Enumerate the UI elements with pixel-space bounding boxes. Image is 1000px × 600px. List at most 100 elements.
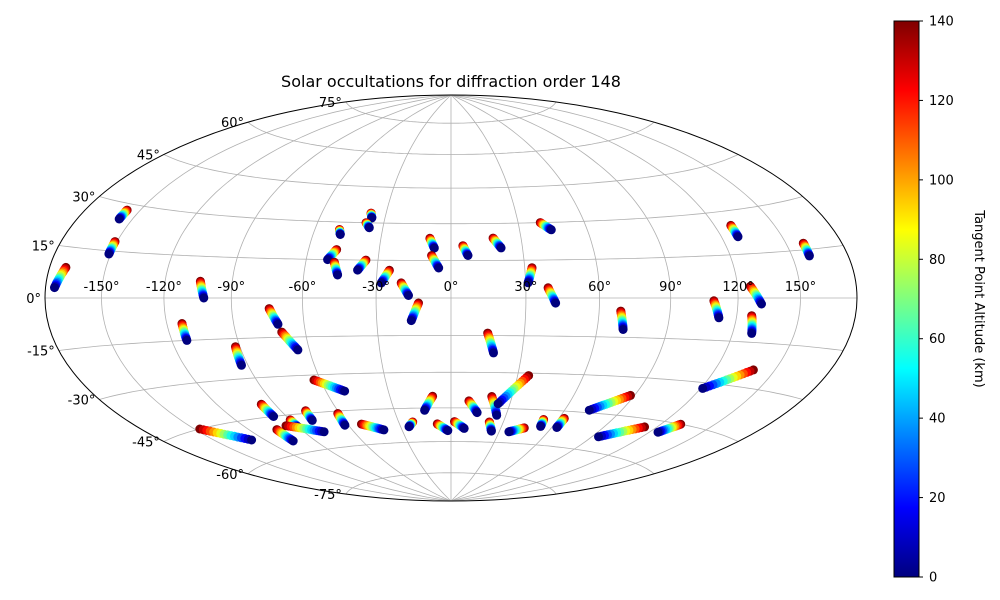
map-boundary [44,94,858,502]
track-point [523,278,533,288]
track-point [353,265,363,275]
track-point [493,399,503,409]
occultation-track [432,419,453,436]
track-point [333,270,343,280]
longitude-tick-labels: -150° -120° -90° -60° -30° 0° 30° 60° 90° 120° 150… [83,280,816,295]
occultation-track [488,233,506,253]
track-point [492,410,502,420]
parallel-line [58,335,844,351]
occultation-track [231,342,246,370]
occultation-track [450,417,469,433]
longitude-tick-label: 30° [514,280,537,295]
occultation-track [504,423,529,437]
track-point [434,263,444,273]
track-point [653,427,663,437]
occultation-track [420,391,438,415]
colorbar-tick-label: 140 [929,15,954,30]
chart-title: Solar occultations for diffraction order… [281,72,621,91]
track-point [340,386,350,396]
track-point [698,383,708,393]
occultation-track [177,319,192,345]
longitude-tick-label: -90° [217,280,245,295]
track-point [489,348,498,358]
occultation-track [256,399,279,421]
track-point [364,223,374,233]
colorbar-tick-label: 100 [929,173,954,188]
parallel-line [345,101,557,124]
parallel-line [163,407,739,442]
track-point [406,316,416,326]
track-point [420,405,430,415]
track-point [804,251,814,261]
track-point [536,421,546,431]
occultation-track [404,417,418,432]
occultation-track [698,365,758,393]
longitude-tick-label: 90° [659,280,682,295]
latitude-tick-label: 75° [319,96,342,111]
occultation-track [425,233,439,253]
colorbar-label: Tangent Point Altitude (km) [971,209,986,387]
track-point [288,436,298,446]
track-point [486,426,496,436]
latitude-tick-label: 0° [26,292,41,307]
colorbar-ticks: 0 20 40 60 80 100 120 140 [919,15,954,586]
occultation-track [464,396,482,418]
track-point [504,427,514,437]
latitude-tick-label: 30° [72,191,95,206]
occultation-track [484,417,496,436]
colorbar-tick-label: 120 [929,94,954,109]
track-point [273,319,283,329]
latitude-tick-labels: -75° -60° -45° -30° -15° 0° 15° 30° 45° 60° 75° [26,96,342,503]
occultation-track [535,218,556,235]
track-point [114,214,124,224]
colorbar-tick-label: 80 [929,253,946,268]
colorbar-gradient-bar [893,20,920,578]
track-point [319,427,329,437]
occultation-track [798,238,814,261]
occultation-track [195,276,209,303]
parallel-line [247,121,655,155]
occultation-track [281,421,329,437]
parallel-line [247,441,655,475]
track-point [379,425,389,435]
track-point [429,243,439,253]
occultation-track [406,298,423,326]
occultation-track [361,218,374,233]
track-point [199,293,209,303]
track-point [472,408,482,418]
occultation-track [594,422,650,442]
occultation-track [396,278,413,300]
graticule [45,94,857,502]
occultation-track [333,409,350,430]
occultation-track [616,306,628,334]
track-point [546,225,556,235]
occultation-track [104,237,120,259]
parallel-line [58,245,844,261]
track-point [459,423,469,433]
occultation-track [745,281,766,309]
track-point [104,249,114,259]
parallel-line [163,154,739,189]
track-point [594,432,603,442]
colorbar-tick-label: 40 [929,412,946,427]
track-point [496,243,506,253]
track-point [293,345,303,355]
longitude-tick-label: 0° [444,280,459,295]
track-point [404,422,414,432]
track-point [584,405,594,415]
latitude-tick-label: -30° [68,394,96,409]
occultation-track [323,245,342,265]
track-point [335,230,345,239]
occultation-track [195,424,257,445]
longitude-tick-label: -150° [83,280,119,295]
occultation-track [376,265,394,288]
track-point [443,426,453,436]
latitude-tick-label: -75° [314,488,342,503]
latitude-tick-label: -15° [27,345,55,360]
parallel-line [345,472,557,495]
latitude-tick-label: -60° [216,468,244,483]
longitude-tick-label: -120° [146,280,182,295]
occultation-track [353,255,371,275]
occultation-track [653,419,686,437]
